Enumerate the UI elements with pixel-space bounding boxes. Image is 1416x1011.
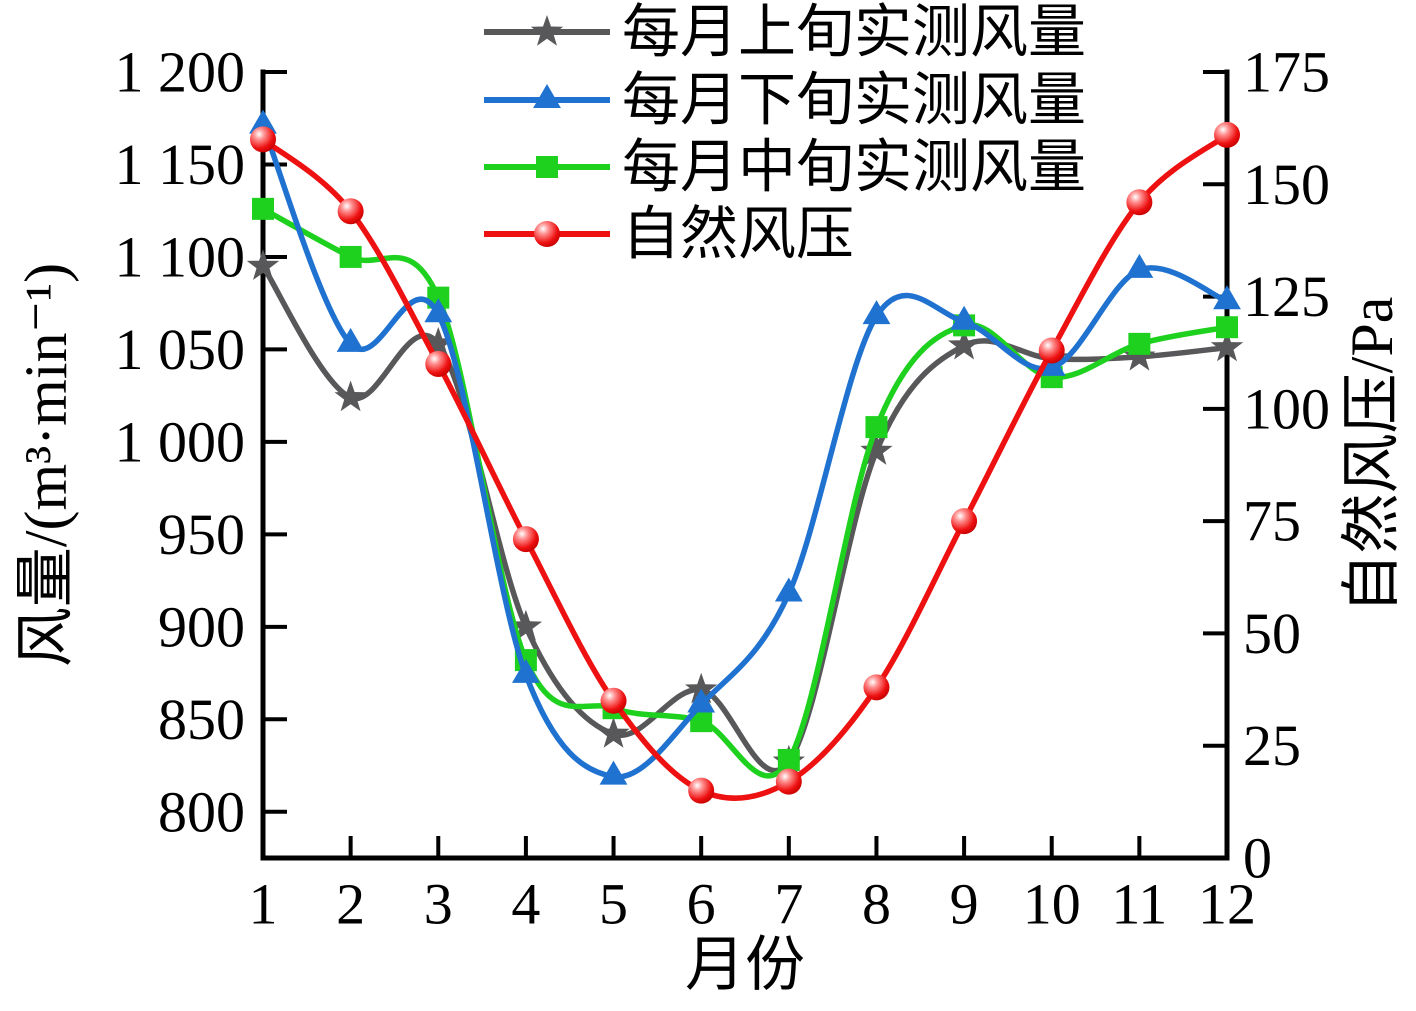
legend-label-1: 每月上旬实测风量 [622,0,1086,65]
left-tick-label: 1 000 [115,409,246,474]
right-tick-label: 150 [1243,152,1330,217]
marker-star-month-5 [597,717,630,748]
x-tick-label-10: 10 [1023,872,1081,937]
series-group [246,109,1244,804]
marker-circle-month-12 [1214,121,1240,148]
marker-triangle-month-12 [1213,285,1241,310]
marker-triangle-month-4 [512,658,540,683]
legend-square-icon [536,156,558,178]
marker-star-month-8 [860,434,893,465]
marker-triangle-month-11 [1125,253,1154,278]
right-tick-label: 175 [1243,40,1330,105]
right-tick-label: 25 [1243,713,1301,778]
x-tick-label-3: 3 [424,872,453,937]
marker-square-month-6 [690,710,713,733]
marker-circle-month-2 [337,198,364,225]
legend-item-3: 每月中旬实测风量 [484,135,1086,200]
left-tick-label: 950 [158,502,245,567]
axis-titles: 风量/(m³·min⁻¹) 自然风压/Pa 月份 [13,263,1405,998]
right-tick-label: 50 [1243,601,1301,666]
x-tick-label-6: 6 [687,872,716,937]
marker-circle-month-10 [1038,337,1065,364]
x-tick-label-1: 1 [249,872,278,937]
series-line-circle [260,132,1230,801]
legend-triangle-icon [533,84,561,108]
left-tick-label: 1 100 [115,224,246,289]
left-tick-label: 900 [158,594,245,659]
marker-triangle-month-6 [687,688,716,713]
marker-circle-month-5 [600,687,627,714]
marker-triangle-month-2 [336,327,365,352]
right-axis-title: 自然风压/Pa [1339,297,1405,614]
marker-square-month-12 [1216,316,1238,339]
x-tick-label-12: 12 [1198,872,1256,937]
marker-star-month-2 [334,380,367,412]
marker-triangle-month-8 [862,300,891,325]
right-tick-label: 75 [1243,489,1301,554]
left-tick-label: 1 050 [115,317,246,382]
left-tick-label: 1 200 [115,40,246,105]
marker-circle-month-9 [951,508,978,535]
marker-triangle-month-5 [599,760,628,785]
legend-label-2: 每月下旬实测风量 [622,68,1086,133]
marker-star-month-4 [509,609,543,641]
marker-square-month-7 [777,748,800,771]
left-axis-title: 风量/(m³·min⁻¹) [13,263,79,667]
marker-star-month-1 [246,249,280,280]
marker-star-month-9 [947,328,981,360]
left-tick-label: 1 150 [115,132,246,197]
marker-star-month-12 [1210,330,1244,362]
marker-square-month-1 [252,197,274,220]
x-tick-label-7: 7 [774,872,803,937]
marker-triangle-month-3 [424,298,453,323]
marker-circle-month-11 [1126,189,1153,216]
series-star [246,249,1244,776]
legend-item-4: 自然风压 [484,202,854,267]
legend-label-3: 每月中旬实测风量 [622,135,1086,200]
marker-star-month-11 [1123,339,1156,371]
legend-circle-icon [534,221,560,247]
marker-triangle-month-9 [950,305,978,330]
marker-star-month-3 [422,326,455,358]
marker-triangle-month-1 [249,109,277,134]
x-tick-label-8: 8 [862,872,891,937]
marker-square-month-11 [1128,332,1151,355]
marker-circle-month-4 [512,526,539,553]
marker-circle-month-8 [863,674,890,701]
x-tick-label-5: 5 [599,872,628,937]
marker-circle-month-3 [425,350,452,377]
x-axis-title: 月份 [685,932,805,998]
marker-circle-month-7 [775,768,802,795]
left-tick-label: 800 [158,779,245,844]
x-tick-label-2: 2 [336,872,365,937]
legend-item-2: 每月下旬实测风量 [484,68,1086,133]
legend-star-icon [530,15,564,46]
marker-square-month-2 [339,245,362,268]
marker-square-month-8 [865,416,888,439]
right-tick-label: 100 [1243,376,1330,441]
left-tick-label: 850 [158,687,245,752]
marker-circle-month-1 [250,126,276,153]
marker-star-month-6 [685,672,718,704]
legend-item-1: 每月上旬实测风量 [484,0,1086,65]
series-line-star [260,263,1230,774]
legend-label-4: 自然风压 [622,202,854,267]
marker-circle-month-6 [688,777,715,804]
marker-triangle-month-10 [1037,351,1066,376]
right-tick-label: 0 [1243,826,1272,891]
x-tick-label-11: 11 [1111,872,1167,937]
right-tick-label: 125 [1243,264,1330,329]
x-tick-label-9: 9 [950,872,979,937]
x-tick-label-4: 4 [511,872,540,937]
series-circle [250,121,1240,804]
marker-triangle-month-7 [774,577,803,602]
